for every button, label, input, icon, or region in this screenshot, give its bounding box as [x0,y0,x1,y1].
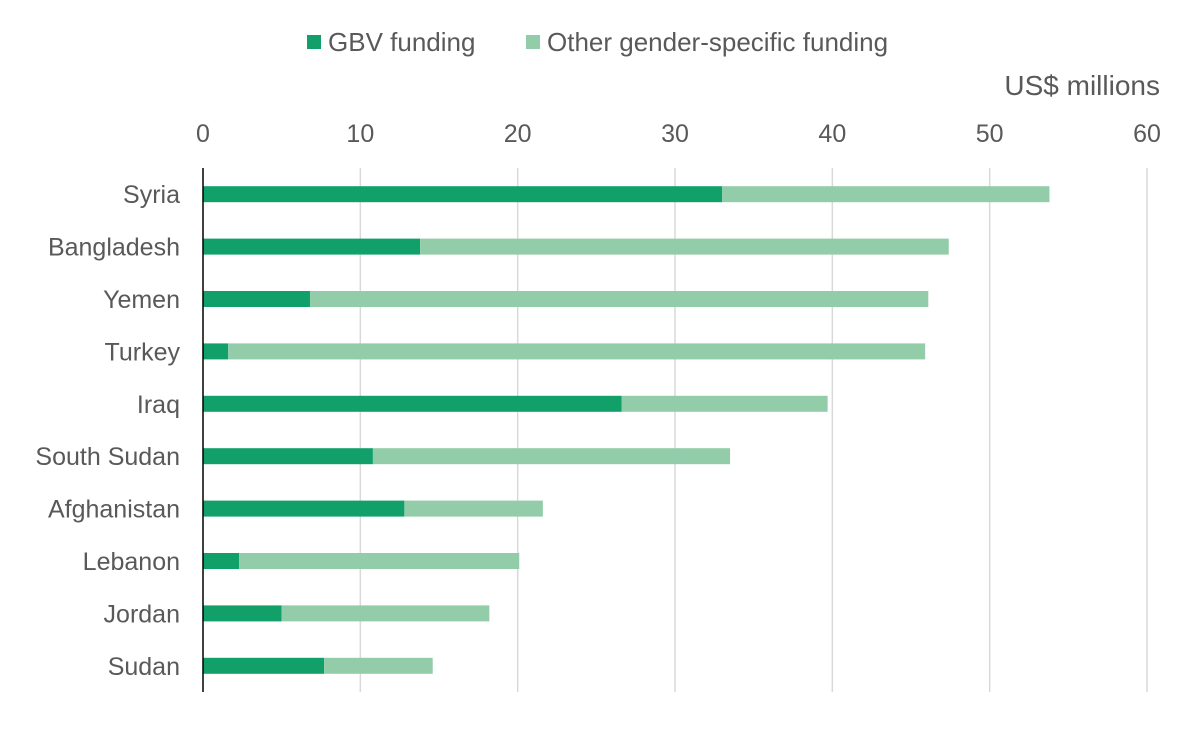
bar-jordan-gbv-funding [203,605,282,622]
bar-sudan-gbv-funding [203,657,325,674]
bar-yemen-gbv-funding [203,291,310,307]
x-axis-ticks: 0 10 20 30 40 50 60 [196,120,1161,148]
bar-afghanistan-other-gender-specific-funding [404,500,543,517]
legend-swatch-other-gender-specific-funding [526,35,540,49]
x-tick-label-0: 0 [196,120,210,148]
category-labels: Syria Bangladesh Yemen Turkey Iraq South Suda… [35,181,180,681]
x-tick-label-10: 10 [346,120,374,148]
bar-south-sudan-other-gender-specific-funding [372,448,731,465]
category-label-south-sudan: South Sudan [35,443,180,471]
bar-lebanon-other-gender-specific-funding [239,553,520,569]
x-tick-label-40: 40 [818,120,846,148]
bar-turkey-other-gender-specific-funding [228,343,926,360]
legend-label-gbv-funding: GBV funding [328,27,475,57]
bar-afghanistan-gbv-funding [203,500,405,517]
legend-swatch-gbv-funding [307,35,321,49]
bar-sudan-other-gender-specific-funding [324,657,433,674]
gridlines [359,168,1148,692]
bar-bangladesh-gbv-funding [203,238,421,255]
legend: GBV funding Other gender-specific fundin… [307,27,888,57]
bar-bangladesh-other-gender-specific-funding [420,238,949,255]
x-tick-label-50: 50 [976,120,1004,148]
category-label-turkey: Turkey [105,338,181,366]
bar-south-sudan-gbv-funding [203,448,373,465]
bar-iraq-gbv-funding [203,395,622,412]
bar-yemen-other-gender-specific-funding [309,291,929,307]
legend-label-other-gender-specific-funding: Other gender-specific funding [547,27,888,57]
category-label-lebanon: Lebanon [83,548,180,576]
x-tick-label-60: 60 [1133,120,1161,148]
bars [203,186,1050,674]
bar-iraq-other-gender-specific-funding [621,395,828,412]
category-label-sudan: Sudan [108,653,180,681]
category-label-jordan: Jordan [104,600,180,628]
category-label-bangladesh: Bangladesh [48,234,180,262]
x-tick-label-30: 30 [661,120,689,148]
bar-syria-gbv-funding [203,186,723,203]
axis-unit-label: US$ millions [1004,70,1160,101]
bar-syria-other-gender-specific-funding [722,186,1050,203]
category-label-syria: Syria [123,181,180,209]
category-label-iraq: Iraq [137,391,180,419]
category-label-afghanistan: Afghanistan [48,496,180,524]
bar-jordan-other-gender-specific-funding [281,605,490,622]
bar-turkey-gbv-funding [203,343,229,360]
x-tick-label-20: 20 [504,120,532,148]
category-label-yemen: Yemen [103,286,180,314]
bar-lebanon-gbv-funding [203,553,240,569]
